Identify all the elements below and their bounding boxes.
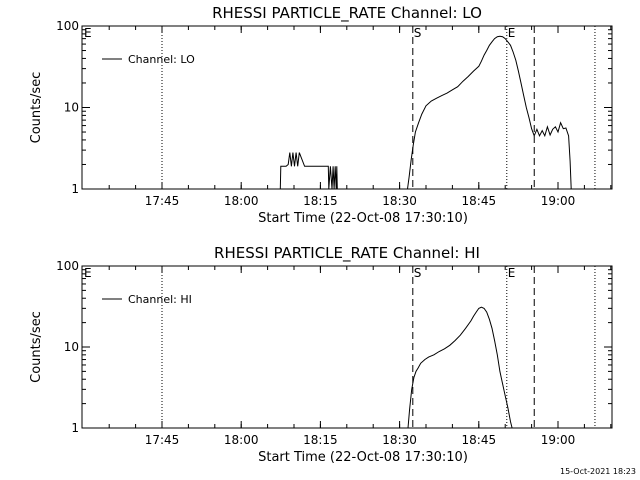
legend-label: Channel: HI xyxy=(128,293,192,306)
series-line xyxy=(279,35,572,190)
y-tick-label: 100 xyxy=(56,259,79,273)
time-marker-label: S xyxy=(414,26,422,40)
x-tick-label: 18:15 xyxy=(303,194,338,208)
x-axis-label: Start Time (22-Oct-08 17:30:10) xyxy=(258,211,468,226)
chart-panel-0: RHESSI PARTICLE_RATE Channel: LO 1 10 100 17… xyxy=(29,4,613,226)
x-tick-label: 18:15 xyxy=(303,433,338,447)
y-tick-label: 1 xyxy=(71,182,79,196)
y-axis-label: Counts/sec xyxy=(29,311,44,383)
x-tick-label: 18:45 xyxy=(462,433,497,447)
x-tick-label: 19:00 xyxy=(541,194,576,208)
y-axis-label: Counts/sec xyxy=(29,72,44,144)
series-line xyxy=(407,306,513,429)
y-tick-label: 10 xyxy=(64,101,79,115)
time-marker-label: E xyxy=(84,266,92,280)
time-marker-label: E xyxy=(84,26,92,40)
footer-timestamp: 15-Oct-2021 18:23 xyxy=(560,467,636,476)
time-marker-label: E xyxy=(508,26,516,40)
x-axis-label: Start Time (22-Oct-08 17:30:10) xyxy=(258,450,468,465)
y-tick-label: 1 xyxy=(71,421,79,435)
time-marker-label: S xyxy=(414,266,422,280)
chart-panel-1: RHESSI PARTICLE_RATE Channel: HI 1 10 100 17… xyxy=(29,244,613,465)
time-marker-label: E xyxy=(508,266,516,280)
x-tick-label: 17:45 xyxy=(145,433,180,447)
x-tick-label: 19:00 xyxy=(541,433,576,447)
chart-title: RHESSI PARTICLE_RATE Channel: HI xyxy=(214,244,480,263)
x-tick-label: 18:45 xyxy=(462,194,497,208)
y-tick-label: 10 xyxy=(64,340,79,354)
x-tick-label: 18:00 xyxy=(224,433,259,447)
chart-title: RHESSI PARTICLE_RATE Channel: LO xyxy=(212,4,482,23)
x-tick-label: 18:30 xyxy=(382,433,417,447)
y-tick-label: 100 xyxy=(56,19,79,33)
x-tick-label: 17:45 xyxy=(145,194,180,208)
legend-label: Channel: LO xyxy=(128,53,195,66)
x-tick-label: 18:30 xyxy=(382,194,417,208)
x-tick-label: 18:00 xyxy=(224,194,259,208)
